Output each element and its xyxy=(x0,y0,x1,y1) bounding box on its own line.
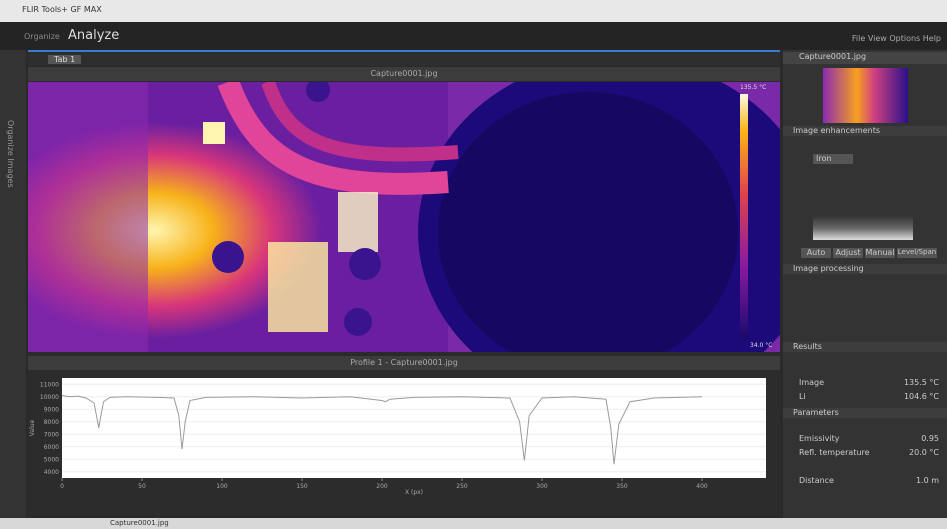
left-plate xyxy=(28,82,148,352)
x-axis-label: X (px) xyxy=(405,489,423,496)
status-text: Capture0001.jpg xyxy=(110,519,169,527)
result-row: Li 104.6 °C xyxy=(799,392,939,402)
param-value: 0.95 xyxy=(921,434,939,443)
x-tick-label: 350 xyxy=(616,483,628,490)
section-title: Image enhancements xyxy=(793,126,880,135)
section: Parameters xyxy=(783,408,947,418)
app: FLIR Tools+ GF MAX Organize Analyze File… xyxy=(0,0,947,529)
y-tick-label: 10000 xyxy=(40,394,59,401)
profile-header: Profile 1 - Capture0001.jpg xyxy=(28,356,780,370)
x-tick-label: 50 xyxy=(138,483,146,490)
result-name: Li xyxy=(799,392,806,401)
y-tick-label: 8000 xyxy=(44,419,59,426)
thermal-image: 135.5 °C 34.0 °C xyxy=(28,82,780,352)
accent-line xyxy=(28,50,780,52)
panel-title: Capture0001.jpg xyxy=(799,52,866,61)
hot-spot xyxy=(268,242,328,332)
section-title: Image processing xyxy=(793,264,864,273)
section: Results xyxy=(783,342,947,352)
x-tick-label: 150 xyxy=(296,483,308,490)
section: Image processing xyxy=(783,264,947,274)
hot-spot xyxy=(203,122,225,144)
param-name: Refl. temperature xyxy=(799,448,870,457)
menu-tab[interactable]: Organize xyxy=(24,32,60,41)
button[interactable]: Auto xyxy=(801,248,831,258)
param-row: Distance 1.0 m xyxy=(799,476,939,486)
button[interactable]: Level/Span xyxy=(897,248,937,258)
x-tick-label: 200 xyxy=(376,483,388,490)
result-row: Image 135.5 °C xyxy=(799,378,939,388)
section-title: Results xyxy=(793,342,822,351)
param-name: Distance xyxy=(799,476,834,485)
button[interactable]: Adjust xyxy=(833,248,863,258)
param-name: Emissivity xyxy=(799,434,839,443)
menu-bar: Organize Analyze File View Options Help xyxy=(0,22,947,50)
param-value: 1.0 m xyxy=(916,476,939,485)
result-value: 104.6 °C xyxy=(904,392,939,401)
param-row: Emissivity 0.95 xyxy=(799,434,939,444)
result-value: 135.5 °C xyxy=(904,378,939,387)
x-tick-label: 400 xyxy=(696,483,708,490)
menu-right[interactable]: File View Options Help xyxy=(852,34,941,43)
x-tick-label: 250 xyxy=(456,483,468,490)
right-panel: Capture0001.jpg Image enhancements Iron … xyxy=(783,50,947,518)
plot-area xyxy=(62,378,766,478)
y-tick-label: 9000 xyxy=(44,406,59,413)
thumbnail xyxy=(823,68,908,123)
status-bar: Capture0001.jpg xyxy=(0,518,947,529)
bolt xyxy=(212,241,244,273)
result-name: Image xyxy=(799,378,824,387)
y-tick-label: 4000 xyxy=(44,469,59,476)
section-title: Parameters xyxy=(793,408,839,417)
y-tick-label: 11000 xyxy=(40,381,59,388)
image-title: Capture0001.jpg xyxy=(370,69,437,78)
image-toolbar: Capture0001.jpg xyxy=(28,67,780,81)
y-tick-label: 6000 xyxy=(44,444,59,451)
scale-max: 135.5 °C xyxy=(740,84,766,91)
param-value: 20.0 °C xyxy=(909,448,939,457)
doc-tab[interactable]: Tab 1 xyxy=(48,55,81,64)
side-strip: Organize Images xyxy=(0,50,26,518)
scale-min: 34.0 °C xyxy=(750,342,772,349)
tab-bar: Tab 1 xyxy=(28,53,780,66)
button[interactable]: Manual xyxy=(865,248,895,258)
color-scale xyxy=(740,94,748,339)
histogram xyxy=(813,200,913,240)
bolt xyxy=(344,308,372,336)
y-axis-label: Value xyxy=(29,419,36,436)
x-tick-label: 100 xyxy=(216,483,228,490)
x-tick-label: 300 xyxy=(536,483,548,490)
bolt xyxy=(349,248,381,280)
section: Image enhancements xyxy=(783,126,947,136)
param-row: Refl. temperature 20.0 °C xyxy=(799,448,939,458)
title-bar: FLIR Tools+ GF MAX xyxy=(0,0,947,22)
side-tab[interactable]: Organize Images xyxy=(6,120,15,188)
palette[interactable]: Iron xyxy=(813,154,853,164)
profile-title: Profile 1 - Capture0001.jpg xyxy=(350,358,458,367)
y-tick-label: 7000 xyxy=(44,431,59,438)
profile-chart: Value X (px) 400050006000700080009000100… xyxy=(28,370,780,515)
hot-spot xyxy=(338,192,378,252)
menu-tab[interactable]: Analyze xyxy=(68,28,119,43)
x-tick-label: 0 xyxy=(60,483,64,490)
panel-header: Capture0001.jpg xyxy=(783,52,947,64)
window-title: FLIR Tools+ GF MAX xyxy=(22,5,102,14)
y-tick-label: 5000 xyxy=(44,456,59,463)
